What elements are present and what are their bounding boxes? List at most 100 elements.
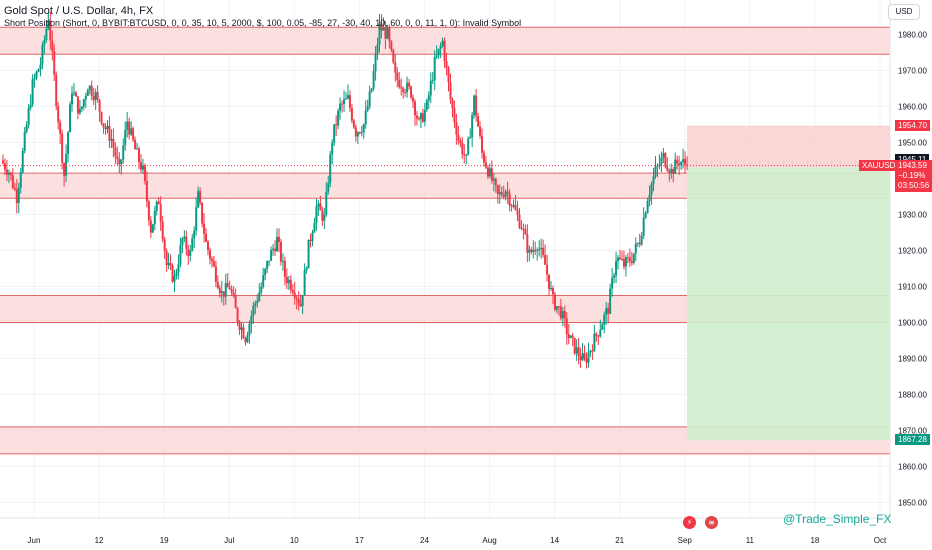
candle-body: [510, 205, 513, 207]
lightning-icon[interactable]: ⚡: [683, 516, 696, 529]
candle-body: [467, 138, 470, 155]
candle-body: [88, 85, 91, 91]
price-tick-label: 1860.00: [898, 463, 927, 472]
candle-body: [122, 145, 125, 160]
candle-body: [130, 128, 133, 135]
candle-body: [65, 153, 68, 176]
candle-body: [508, 193, 511, 206]
candle-body: [668, 170, 671, 174]
candle-body: [638, 242, 641, 245]
candle-body: [583, 353, 586, 359]
candle-body: [504, 191, 507, 197]
candle-body: [619, 257, 622, 259]
candle-body: [337, 110, 340, 126]
candle-body: [492, 178, 495, 181]
candle-body: [459, 140, 462, 143]
candle-body: [471, 115, 474, 137]
candle-body: [469, 136, 472, 139]
candle-body: [136, 148, 139, 150]
candle-body: [143, 165, 146, 181]
candle-body: [660, 157, 663, 165]
candle-body: [108, 125, 111, 141]
candle-body: [309, 239, 312, 241]
candle-body: [3, 163, 6, 170]
candle-body: [228, 287, 231, 290]
candle-body: [74, 92, 77, 97]
candle-body: [599, 329, 602, 337]
candle-body: [346, 95, 349, 99]
candle-body: [658, 164, 661, 166]
candle-body: [82, 99, 85, 107]
candle-body: [404, 92, 407, 94]
candle-body: [364, 110, 367, 125]
candle-body: [455, 122, 458, 135]
candle-body: [15, 189, 18, 203]
candle-body: [591, 350, 594, 352]
candle-body: [622, 259, 625, 267]
candle-body: [183, 236, 186, 239]
us-flag-icon[interactable]: ≡: [705, 516, 718, 529]
candle-body: [534, 249, 537, 252]
bar-countdown: 03:50:56: [898, 180, 930, 190]
candle-body: [208, 250, 211, 259]
candle-body: [94, 92, 97, 101]
candle-body: [134, 139, 137, 150]
candle-body: [323, 214, 326, 221]
candle-body: [417, 118, 420, 120]
candle-body: [90, 85, 93, 96]
candle-body: [555, 306, 558, 310]
candle-body: [291, 289, 294, 293]
candle-body: [19, 172, 22, 188]
candle-body: [72, 92, 75, 94]
candle-body: [376, 44, 379, 54]
candle-body: [630, 261, 633, 263]
candle-body: [272, 248, 275, 250]
candle-body: [343, 99, 346, 104]
candle-body: [400, 87, 403, 89]
indicator-legend[interactable]: Short Position (Short, 0, BYBIT:BTCUSD, …: [4, 18, 522, 28]
candle-body: [678, 163, 681, 165]
candle-body: [110, 138, 113, 141]
candle-body: [276, 236, 279, 252]
candle-body: [153, 211, 156, 225]
candle-body: [443, 40, 446, 62]
candle-body: [159, 204, 162, 222]
candle-body: [248, 323, 251, 336]
candle-body: [98, 99, 101, 113]
candle-body: [305, 268, 308, 271]
candle-body: [138, 148, 141, 163]
candle-body: [565, 318, 568, 335]
currency-button[interactable]: USD: [888, 4, 920, 20]
candle-body: [315, 206, 318, 224]
candle-body: [650, 183, 653, 195]
candle-body: [246, 335, 249, 343]
candle-body: [181, 238, 184, 246]
candle-body: [680, 161, 683, 165]
candle-body: [427, 95, 430, 101]
symbol-title[interactable]: Gold Spot / U.S. Dollar, 4h, FX: [4, 5, 154, 17]
candle-body: [238, 322, 241, 330]
candle-body: [207, 241, 210, 251]
candle-body: [295, 298, 298, 300]
candle-body: [490, 168, 493, 181]
candle-body: [634, 243, 637, 254]
candle-body: [11, 175, 14, 188]
candle-body: [370, 88, 373, 92]
candle-body: [611, 277, 614, 289]
candle-body: [642, 217, 645, 236]
candle-body: [579, 356, 582, 361]
candle-body: [226, 282, 229, 288]
candle-body: [429, 81, 432, 96]
candle-body: [597, 335, 600, 337]
candle-body: [49, 20, 52, 41]
candle-body: [516, 209, 519, 215]
candle-body: [652, 176, 655, 184]
price-tick-label: 1980.00: [898, 31, 927, 40]
candle-body: [421, 113, 424, 122]
candle-body: [345, 98, 347, 100]
price-tick-label: 1930.00: [898, 211, 927, 220]
candle-body: [41, 45, 44, 65]
candle-body: [185, 236, 188, 250]
candle-body: [463, 154, 466, 156]
